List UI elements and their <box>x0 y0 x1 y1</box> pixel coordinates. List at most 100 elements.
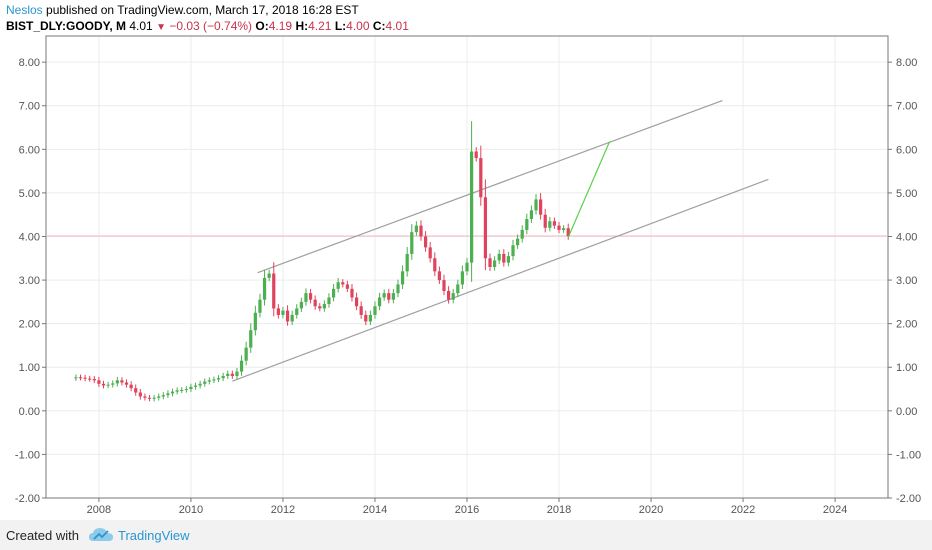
x-tick-label: 2018 <box>547 504 571 516</box>
candle-body <box>511 245 515 257</box>
y-tick-label-right: 5.00 <box>896 188 917 200</box>
y-tick-label-right: -2.00 <box>896 493 921 505</box>
candle-body <box>207 380 211 382</box>
y-tick-label-right: -1.00 <box>896 449 921 461</box>
candle-body <box>520 229 524 239</box>
candle-body <box>368 314 372 322</box>
candle-body <box>451 293 455 300</box>
open-value: 4.19 <box>268 19 293 33</box>
high-label: H: <box>295 19 309 33</box>
candle-body <box>474 151 478 159</box>
y-tick-label-right: 7.00 <box>896 101 917 113</box>
candle-body <box>147 397 152 399</box>
y-tick-label-left: 1.00 <box>19 362 40 374</box>
x-tick-label: 2008 <box>87 504 111 516</box>
y-tick-label-left: 8.00 <box>19 57 40 69</box>
candle-body <box>506 256 511 263</box>
candle-body <box>244 347 248 361</box>
x-tick-label: 2014 <box>363 504 387 516</box>
candle-body <box>562 228 566 230</box>
y-tick-label-left: -2.00 <box>15 493 40 505</box>
candle-body <box>212 379 216 381</box>
candle-body <box>157 396 161 398</box>
candle-body <box>350 288 354 298</box>
x-tick-label: 2020 <box>639 504 663 516</box>
candle-body <box>327 297 331 305</box>
candle-body <box>74 377 78 379</box>
candle-body <box>488 258 492 267</box>
candle-body <box>239 360 244 372</box>
candle-body <box>184 389 188 391</box>
candle-body <box>543 214 547 228</box>
candle-body <box>437 271 442 281</box>
candle-body <box>134 388 138 393</box>
candle-body <box>129 384 133 389</box>
candle-body <box>479 158 483 198</box>
symbol-header: BIST_DLY:GOODY, M 4.01 ▼ −0.03 (−0.74%) … <box>6 19 409 33</box>
candle-body <box>221 375 225 379</box>
candle-body <box>423 236 428 248</box>
y-tick-label-right: 2.00 <box>896 319 917 331</box>
low-label: L: <box>334 19 347 33</box>
price-chart[interactable]: 8.00 8.00 7.00 7.00 6.00 6.00 5.00 5.00 4.00 4.00… <box>0 0 932 520</box>
channel-lower-line[interactable] <box>232 178 769 382</box>
candle-body <box>88 378 92 380</box>
footer-bar: Created with TradingView <box>0 520 932 550</box>
candle-body <box>299 301 303 309</box>
candle-body <box>152 397 156 399</box>
candle-body <box>373 306 377 315</box>
tradingview-cloud-icon[interactable] <box>88 526 114 544</box>
candle-body <box>170 391 175 394</box>
candle-body <box>529 210 534 220</box>
candle-body <box>203 381 207 384</box>
candle-body <box>120 380 124 383</box>
candle-body <box>460 271 465 285</box>
low-value: 4.00 <box>346 19 370 33</box>
candle-body <box>304 293 308 302</box>
candle-body <box>106 384 110 386</box>
candle-body <box>290 314 294 322</box>
candle-body <box>336 282 340 289</box>
candle-body <box>189 386 193 390</box>
price-change: −0.03 (−0.74%) <box>169 19 253 33</box>
y-tick-label-left: 5.00 <box>19 188 40 200</box>
candle-body <box>396 284 400 294</box>
candle-body <box>198 383 202 386</box>
candle-body <box>516 238 520 246</box>
candle-body <box>534 199 538 211</box>
candle-body <box>405 253 409 272</box>
y-tick-label-right: 4.00 <box>896 231 917 243</box>
candle-body <box>497 253 501 261</box>
candle-body <box>377 297 382 307</box>
candle-body <box>272 273 276 309</box>
candle-body <box>548 221 552 228</box>
candle-body <box>124 382 129 385</box>
candle-body <box>483 197 488 259</box>
candle-body <box>230 373 234 376</box>
candle-body <box>180 389 184 391</box>
x-tick-label: 2016 <box>455 504 479 516</box>
candle-body <box>410 232 414 254</box>
candle-body <box>308 293 313 300</box>
candle-body <box>313 299 317 307</box>
candle-body <box>525 219 529 230</box>
candle-body <box>258 299 262 313</box>
candle-body <box>249 330 253 348</box>
candle-body <box>97 380 101 384</box>
tradingview-brand[interactable]: TradingView <box>118 528 190 543</box>
candle-body <box>235 371 239 376</box>
y-tick-label-left: 6.00 <box>19 144 40 156</box>
x-tick-label: 2022 <box>731 504 755 516</box>
y-tick-label-left: 4.00 <box>19 231 40 243</box>
channel-upper-line[interactable] <box>257 99 723 274</box>
candle-body <box>502 253 506 263</box>
candle-body <box>281 310 285 315</box>
author-link[interactable]: Neslos <box>6 3 43 17</box>
projection-line[interactable] <box>567 141 611 238</box>
open-label: O: <box>255 19 269 33</box>
candle-body <box>442 280 446 291</box>
y-tick-label-right: 0.00 <box>896 406 917 418</box>
candle-body <box>492 260 497 267</box>
symbol-name: BIST_DLY:GOODY, M <box>6 19 127 33</box>
y-tick-label-left: -1.00 <box>15 449 40 461</box>
